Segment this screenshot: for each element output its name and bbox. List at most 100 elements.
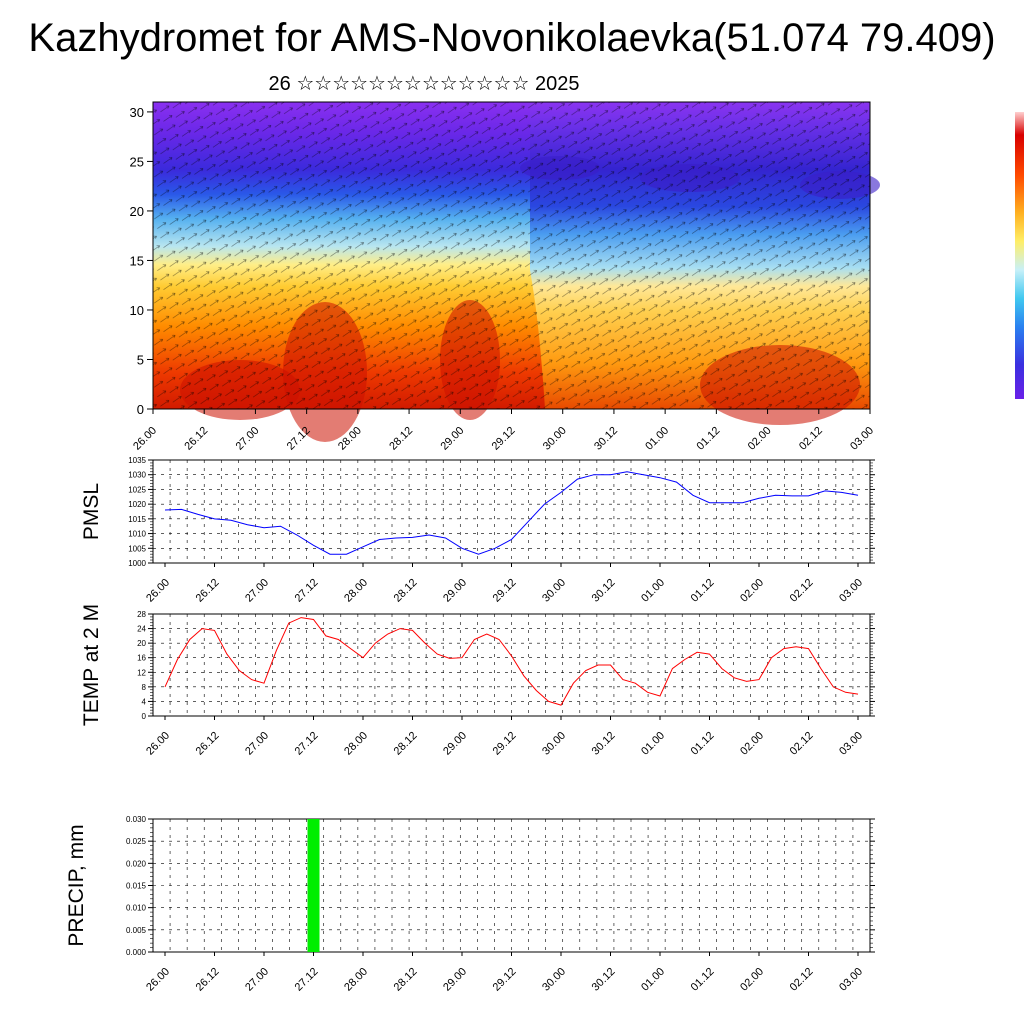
temp-series-line bbox=[164, 617, 859, 706]
pmsl-xtick-label: 26.12 bbox=[194, 577, 222, 605]
precip-xtick-label: 26.12 bbox=[194, 966, 222, 994]
temp-xtick-label: 02.12 bbox=[788, 730, 816, 758]
cross-xtick-label: 30.12 bbox=[592, 425, 620, 453]
precip-ytick-label: 0.005 bbox=[126, 926, 147, 935]
pmsl-series-line bbox=[164, 471, 859, 555]
pmsl-xtick-label: 02.00 bbox=[738, 577, 766, 605]
pmsl-ytick-label: 1035 bbox=[128, 456, 146, 465]
cross-ytick-label: 5 bbox=[137, 352, 144, 367]
cross-xtick-label: 28.12 bbox=[387, 425, 415, 453]
cross-ytick-label: 30 bbox=[130, 105, 144, 120]
pmsl-xtick-label: 29.00 bbox=[441, 577, 469, 605]
precip-xtick-label: 27.12 bbox=[293, 966, 321, 994]
precip-xtick-label: 02.00 bbox=[738, 966, 766, 994]
temp-ytick-label: 24 bbox=[137, 625, 146, 634]
cross-ytick-label: 25 bbox=[130, 154, 144, 169]
pmsl-xtick-label: 02.12 bbox=[788, 577, 816, 605]
cross-xtick-label: 27.00 bbox=[234, 425, 262, 453]
pmsl-ytick-label: 1030 bbox=[128, 471, 146, 480]
cross-xtick-label: 29.00 bbox=[438, 425, 466, 453]
precip-panel: 0.000 0.005 0.010 0.015 0.020 0.025 0.030 26.00… bbox=[65, 815, 875, 994]
precip-xtick-label: 01.00 bbox=[639, 966, 667, 994]
precip-ytick-label: 0.000 bbox=[126, 948, 147, 957]
temp-ytick-label: 12 bbox=[137, 668, 146, 677]
temp-ytick-label: 8 bbox=[142, 683, 147, 692]
temp-xtick-label: 28.12 bbox=[392, 730, 420, 758]
pmsl-xtick-label: 29.12 bbox=[491, 577, 519, 605]
temp-ytick-label: 20 bbox=[137, 639, 146, 648]
precip-bar bbox=[307, 819, 320, 952]
pmsl-ylabel: PMSL bbox=[80, 483, 103, 540]
temp-xtick-label: 03.00 bbox=[837, 730, 865, 758]
precip-xtick-label: 02.12 bbox=[788, 966, 816, 994]
temp-xtick-label: 26.12 bbox=[194, 730, 222, 758]
temp-xtick-label: 26.00 bbox=[144, 730, 172, 758]
pmsl-ytick-label: 1015 bbox=[128, 515, 146, 524]
pmsl-xtick-label: 30.12 bbox=[590, 577, 618, 605]
wind-vectors bbox=[153, 102, 870, 409]
precip-ytick-label: 0.020 bbox=[126, 859, 147, 868]
precip-xtick-label: 30.00 bbox=[540, 966, 568, 994]
temp-xtick-label: 01.00 bbox=[639, 730, 667, 758]
pmsl-xtick-label: 01.00 bbox=[639, 577, 667, 605]
precip-ytick-label: 0.030 bbox=[126, 815, 147, 824]
pmsl-xtick-label: 01.12 bbox=[689, 577, 717, 605]
colorbar bbox=[1015, 112, 1024, 399]
cross-xtick-label: 01.12 bbox=[695, 425, 723, 453]
temp-xtick-label: 01.12 bbox=[689, 730, 717, 758]
pmsl-xtick-label: 03.00 bbox=[837, 577, 865, 605]
temp-xtick-label: 29.12 bbox=[491, 730, 519, 758]
cross-xtick-label: 02.00 bbox=[746, 425, 774, 453]
cross-ytick-label: 0 bbox=[137, 402, 144, 417]
precip-xtick-label: 30.12 bbox=[590, 966, 618, 994]
precip-ytick-label: 0.015 bbox=[126, 882, 147, 891]
temp-xtick-label: 02.00 bbox=[738, 730, 766, 758]
temp-xtick-label: 27.12 bbox=[293, 730, 321, 758]
cross-xtick-label: 30.00 bbox=[541, 425, 569, 453]
precip-ylabel: PRECIP, mm bbox=[65, 824, 88, 946]
temp-xtick-label: 28.00 bbox=[342, 730, 370, 758]
pmsl-ytick-label: 1025 bbox=[128, 485, 146, 494]
pmsl-ytick-label: 1005 bbox=[128, 544, 146, 553]
cross-xtick-label: 01.00 bbox=[643, 425, 671, 453]
precip-ytick-label: 0.025 bbox=[126, 837, 147, 846]
cross-ytick-label: 15 bbox=[130, 253, 144, 268]
precip-xtick-label: 26.00 bbox=[144, 966, 172, 994]
temp-xtick-label: 30.12 bbox=[590, 730, 618, 758]
temp-ylabel: TEMP at 2 M bbox=[80, 604, 103, 726]
cross-xtick-label: 29.12 bbox=[490, 425, 518, 453]
temp-ytick-label: 0 bbox=[142, 712, 147, 721]
pmsl-ytick-label: 1010 bbox=[128, 530, 146, 539]
chart-subtitle: 26 ☆☆☆☆☆☆☆☆☆☆☆☆☆ 2025 bbox=[268, 73, 580, 95]
cross-xtick-label: 26.12 bbox=[182, 425, 210, 453]
cross-xtick-label: 26.00 bbox=[131, 425, 159, 453]
temp-xtick-label: 27.00 bbox=[243, 730, 271, 758]
pmsl-xtick-label: 26.00 bbox=[144, 577, 172, 605]
cross-xtick-label: 03.00 bbox=[848, 425, 876, 453]
pmsl-xtick-label: 28.00 bbox=[342, 577, 370, 605]
precip-xtick-label: 28.12 bbox=[392, 966, 420, 994]
pmsl-xtick-label: 27.12 bbox=[293, 577, 321, 605]
precip-xtick-label: 03.00 bbox=[837, 966, 865, 994]
temp-xtick-label: 29.00 bbox=[441, 730, 469, 758]
temp-xtick-label: 30.00 bbox=[540, 730, 568, 758]
pmsl-xtick-label: 28.12 bbox=[392, 577, 420, 605]
temp-ytick-label: 16 bbox=[137, 654, 146, 663]
precip-xtick-label: 29.12 bbox=[491, 966, 519, 994]
cross-ytick-label: 20 bbox=[130, 204, 144, 219]
temp-panel: 0 4 8 12 16 20 24 28 26.00 26.12 27.00 27.12 28.00 28… bbox=[80, 604, 875, 758]
temp-ytick-label: 4 bbox=[142, 697, 147, 706]
cross-ytick-label: 10 bbox=[130, 303, 144, 318]
precip-xtick-label: 28.00 bbox=[342, 966, 370, 994]
page-title: Kazhydromet for AMS-Novonikolaevka(51.07… bbox=[28, 16, 996, 60]
pmsl-xtick-label: 27.00 bbox=[243, 577, 271, 605]
precip-xtick-label: 27.00 bbox=[243, 966, 271, 994]
temp-ytick-label: 28 bbox=[137, 610, 146, 619]
cross-xtick-label: 02.12 bbox=[797, 425, 825, 453]
pmsl-frame bbox=[152, 459, 871, 564]
pmsl-ytick-label: 1020 bbox=[128, 500, 146, 509]
precip-ytick-label: 0.010 bbox=[126, 904, 147, 913]
pmsl-ytick-label: 1000 bbox=[128, 559, 146, 568]
